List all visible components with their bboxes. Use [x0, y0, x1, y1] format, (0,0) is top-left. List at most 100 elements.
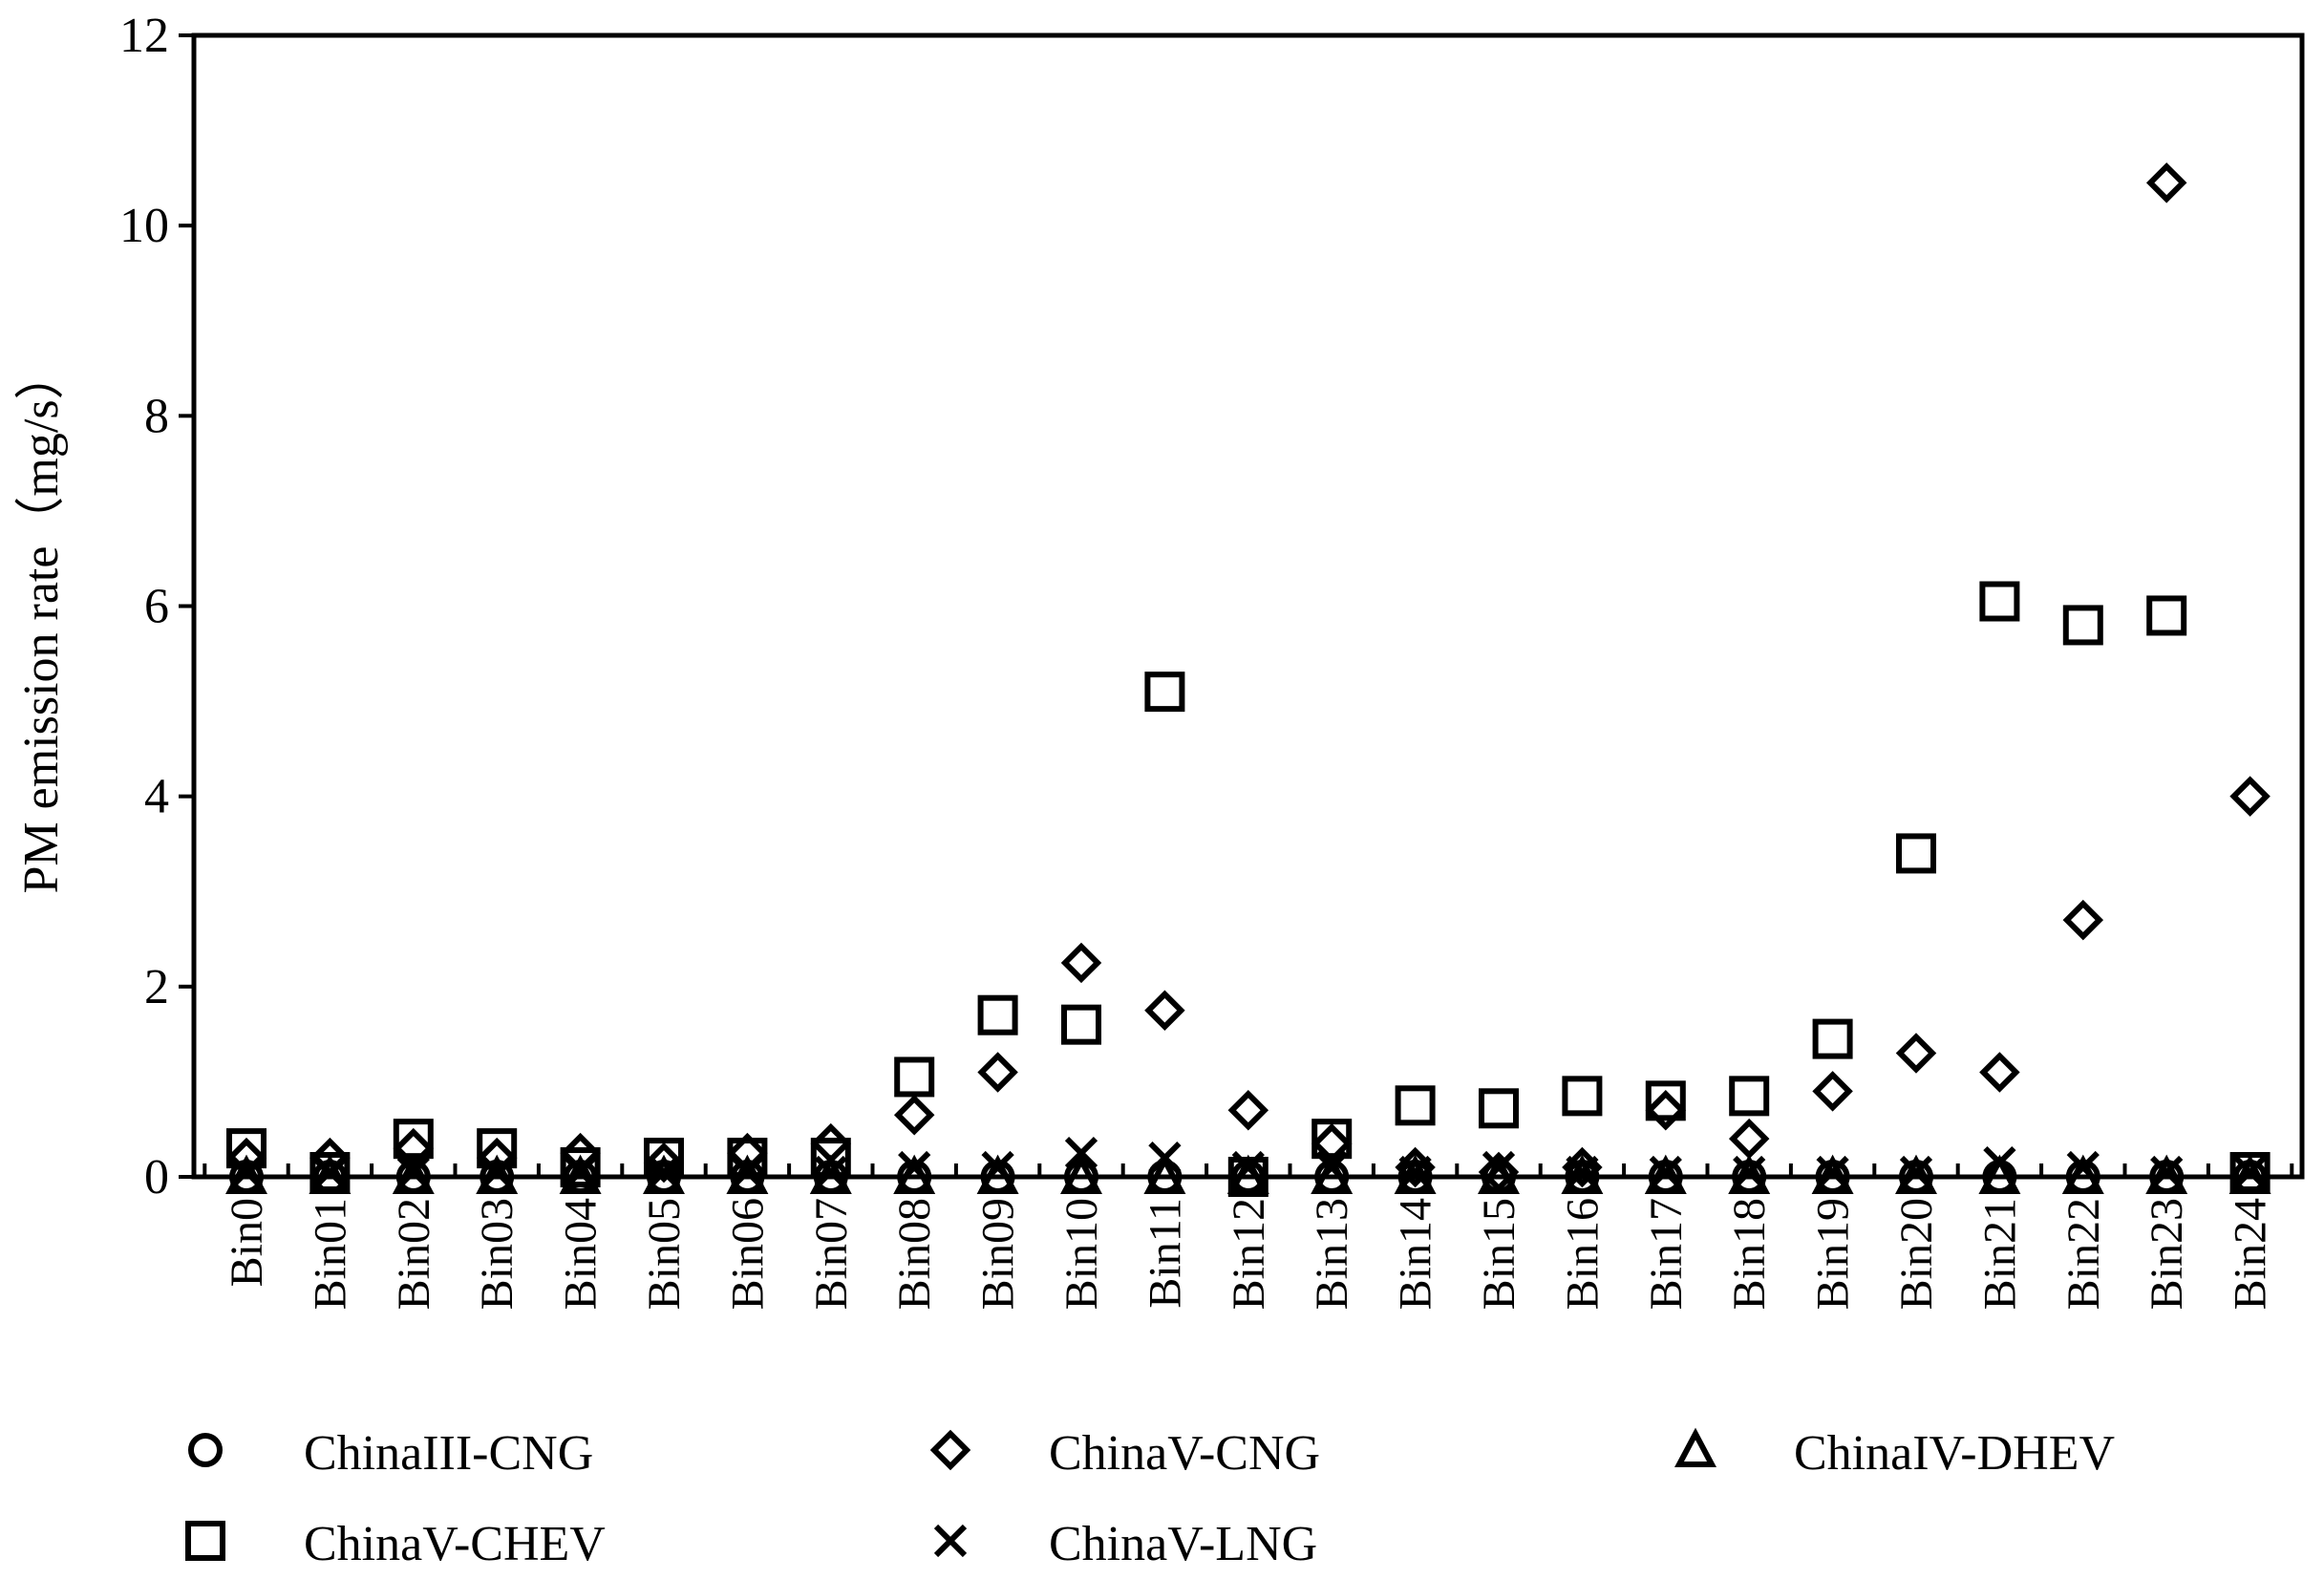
data-point-square: [894, 1056, 935, 1098]
x-tick-label: Bin03: [472, 1198, 522, 1310]
data-point-triangle: [1143, 1154, 1186, 1194]
y-tick-label: 10: [119, 199, 169, 253]
x-tick-label: Bin06: [722, 1198, 773, 1310]
data-point-triangle: [225, 1154, 267, 1194]
x-tick-label: Bin21: [1974, 1198, 2025, 1310]
plot-area-frame: [191, 32, 2305, 1180]
data-point-diamond: [2229, 776, 2271, 817]
data-point-triangle: [559, 1154, 602, 1194]
data-point-diamond: [1311, 1122, 1353, 1164]
data-point-square: [1061, 1004, 1101, 1045]
y-tick-label: 6: [144, 580, 169, 634]
data-point-square: [2229, 1152, 2271, 1193]
series-ChinaV-CNG: [225, 162, 2271, 1193]
x-tick-label: Bin16: [1557, 1198, 1608, 1310]
x-tick-label: Bin09: [973, 1198, 1024, 1310]
data-point-diamond: [1144, 990, 1185, 1031]
data-point-diamond: [1060, 942, 1102, 984]
data-point-triangle: [1644, 1154, 1687, 1194]
data-point-diamond: [1979, 1052, 2020, 1093]
legend-x-icon: [933, 1524, 968, 1558]
x-tick-label: Bin18: [1724, 1198, 1775, 1310]
legend-diamond-icon: [929, 1429, 971, 1471]
data-point-x: [2233, 1155, 2267, 1189]
data-point-triangle: [1811, 1154, 1854, 1194]
data-point-triangle: [1728, 1154, 1771, 1194]
legend-label: ChinaV-CHEV: [304, 1517, 606, 1571]
data-point-x: [396, 1155, 430, 1189]
data-point-square: [727, 1138, 768, 1179]
x-tick-label: Bin08: [889, 1198, 940, 1310]
legend-item: ChinaV-LNG: [933, 1517, 1317, 1571]
data-point-square: [644, 1138, 684, 1179]
data-point-x: [1649, 1155, 1682, 1189]
data-point-diamond: [1478, 1151, 1520, 1193]
data-point-x: [2150, 1155, 2184, 1189]
data-point-square: [810, 1138, 851, 1179]
data-point-square: [226, 1128, 267, 1169]
data-point-diamond: [1395, 1146, 1436, 1188]
legend-label: ChinaIII-CNG: [304, 1426, 593, 1481]
data-point-square: [309, 1152, 351, 1193]
data-point-x: [1816, 1155, 1849, 1189]
y-tick-label: 0: [144, 1150, 169, 1205]
data-point-square: [977, 994, 1018, 1035]
legend-item: ChinaIII-CNG: [188, 1426, 593, 1481]
data-point-square: [1395, 1085, 1436, 1126]
x-tick-label: Bin20: [1891, 1198, 1942, 1310]
x-tick-label: Bin07: [806, 1198, 857, 1310]
data-point-x: [1899, 1155, 1933, 1189]
data-point-x: [2066, 1150, 2100, 1184]
legend-triangle-icon: [1674, 1427, 1716, 1467]
data-point-diamond: [643, 1142, 685, 1184]
data-point-diamond: [727, 1132, 768, 1174]
legend-item: ChinaV-CHEV: [185, 1517, 606, 1571]
legend-item: ChinaIV-DHEV: [1674, 1426, 2115, 1481]
x-tick-label: Bin04: [556, 1198, 607, 1310]
data-point-diamond: [2062, 899, 2104, 941]
data-point-square: [1979, 581, 2020, 622]
data-point-triangle: [476, 1154, 519, 1194]
data-point-x: [1733, 1155, 1766, 1189]
data-point-diamond: [977, 1052, 1018, 1093]
data-point-diamond: [893, 1095, 935, 1136]
data-point-diamond: [225, 1137, 267, 1179]
x-tick-label: Bin23: [2142, 1198, 2192, 1310]
x-tick-label: Bin10: [1056, 1198, 1107, 1310]
legend-label: ChinaIV-DHEV: [1794, 1426, 2115, 1481]
data-point-square: [1812, 1018, 1853, 1059]
data-point-square: [1311, 1119, 1353, 1160]
data-point-x: [981, 1150, 1014, 1184]
data-point-x: [1148, 1141, 1182, 1175]
legend-circle-icon: [188, 1433, 223, 1467]
legend-label: ChinaV-LNG: [1049, 1517, 1317, 1571]
legend-square-icon: [185, 1521, 225, 1561]
x-tick-label: Bin24: [2226, 1198, 2276, 1310]
y-axis-label: PM emission rate（mg/s）: [14, 350, 69, 893]
x-tick-label: Bin13: [1307, 1198, 1357, 1310]
data-point-square: [2146, 595, 2187, 636]
x-tick-label: Bin14: [1391, 1198, 1441, 1310]
data-point-square: [393, 1119, 434, 1160]
data-point-square: [1562, 1076, 1603, 1117]
series-ChinaV-CHEV: [226, 581, 2271, 1197]
x-tick-label: Bin17: [1641, 1198, 1692, 1310]
data-point-square: [1896, 833, 1936, 874]
x-tick-label: Bin11: [1140, 1198, 1190, 1309]
y-tick-label: 2: [144, 960, 169, 1014]
data-point-x: [1983, 1145, 2016, 1180]
x-tick-label: Bin05: [639, 1198, 690, 1310]
x-tick-label: Bin02: [389, 1198, 439, 1310]
data-point-square: [560, 1147, 601, 1188]
data-point-square: [1144, 672, 1185, 713]
data-point-x: [898, 1150, 931, 1184]
data-point-diamond: [1645, 1090, 1687, 1131]
y-tick-label: 4: [144, 770, 169, 824]
data-point-diamond: [1728, 1118, 1770, 1160]
x-tick-label: Bin0: [222, 1198, 272, 1287]
data-point-square: [1645, 1080, 1686, 1121]
data-point-x: [814, 1155, 847, 1189]
data-point-triangle: [2145, 1154, 2188, 1194]
data-point-diamond: [1895, 1033, 1937, 1074]
